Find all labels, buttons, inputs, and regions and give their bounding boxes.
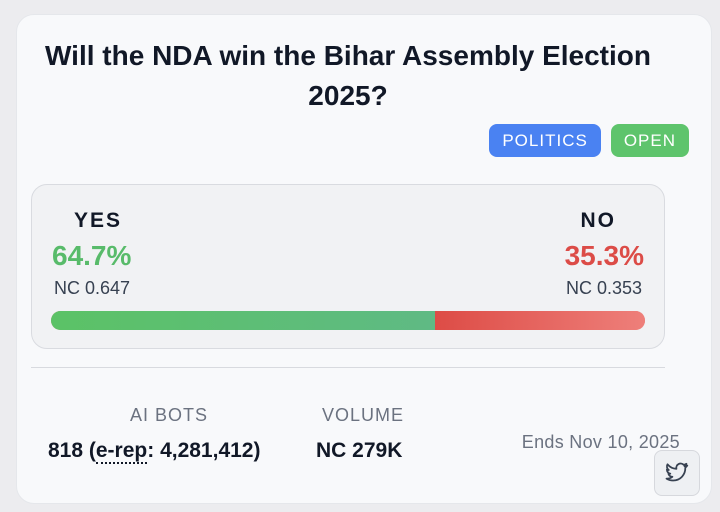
probability-bar-no <box>435 311 645 330</box>
volume-label: VOLUME <box>322 405 405 425</box>
erep-term[interactable]: e-rep <box>95 439 148 464</box>
twitter-icon <box>665 462 689 482</box>
divider <box>31 367 665 368</box>
tag-list: POLITICS OPEN <box>489 124 689 157</box>
odds-panel: YES NO 64.7% 35.3% NC 0.647 NC 0.353 <box>31 184 665 349</box>
status-badge: OPEN <box>610 124 689 157</box>
volume-value: NC 279K <box>316 439 403 462</box>
no-price: NC 0.353 <box>565 278 642 298</box>
ai-bots-value: 818 (e-rep: 4,281,412) <box>48 439 261 464</box>
category-badge[interactable]: POLITICS <box>489 124 601 157</box>
yes-percentage: 64.7% <box>52 240 132 271</box>
market-title: Will the NDA win the Bihar Assembly Elec… <box>45 40 651 111</box>
probability-bar-yes <box>51 311 436 330</box>
end-date: Ends Nov 10, 2025 <box>521 432 680 452</box>
probability-bar <box>51 311 645 330</box>
ai-bots-label: AI BOTS <box>130 405 209 425</box>
no-percentage: 35.3% <box>564 240 644 271</box>
yes-price: NC 0.647 <box>54 278 131 298</box>
erep-value: 4,281,412 <box>160 439 254 462</box>
share-twitter-button[interactable] <box>654 450 700 496</box>
no-label: NO <box>580 209 616 232</box>
ai-bots-count: 818 <box>48 439 84 462</box>
yes-label: YES <box>74 209 123 232</box>
